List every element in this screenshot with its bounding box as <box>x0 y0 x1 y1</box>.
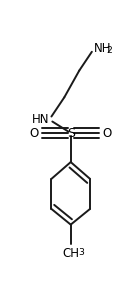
Text: HN: HN <box>32 113 49 126</box>
Text: S: S <box>67 126 75 139</box>
Text: 3: 3 <box>79 248 85 257</box>
Text: CH: CH <box>62 247 79 260</box>
Text: 2: 2 <box>107 46 112 55</box>
Text: NH: NH <box>94 42 112 55</box>
Text: O: O <box>103 126 112 139</box>
Text: O: O <box>29 126 39 139</box>
